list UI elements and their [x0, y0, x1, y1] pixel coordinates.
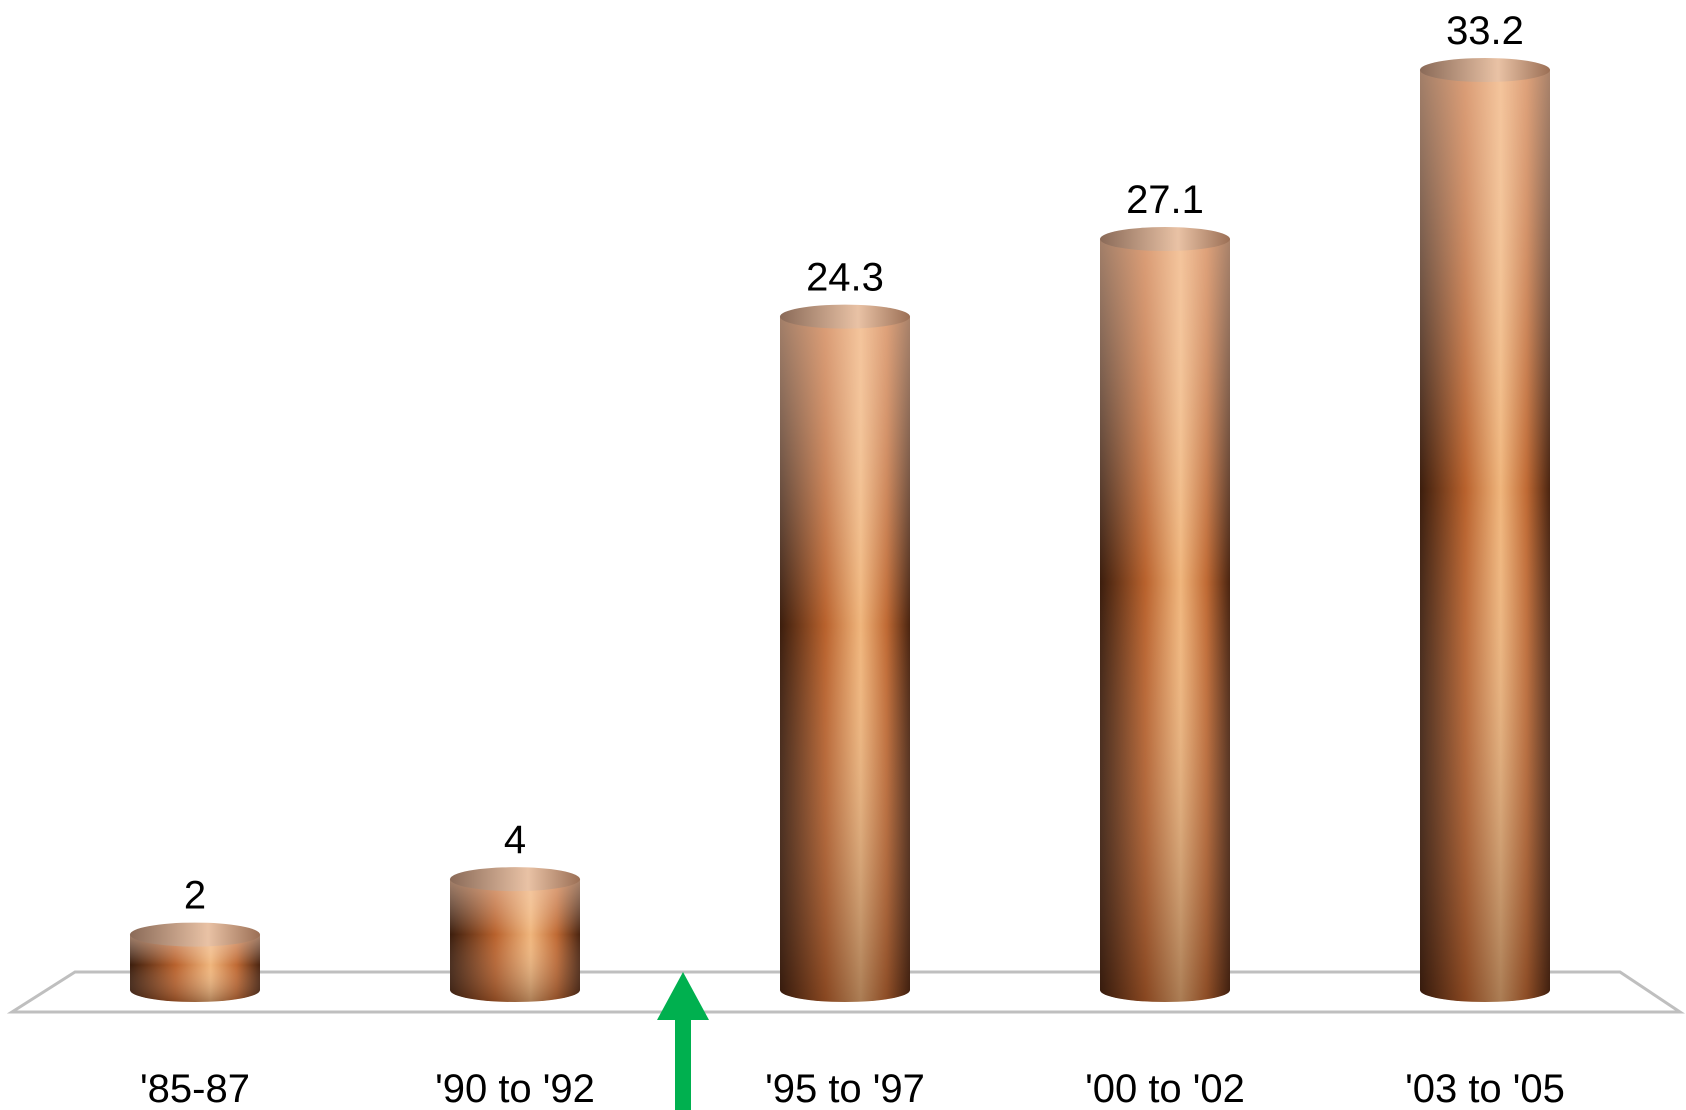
category-axis: '85-87 '90 to '92 '95 to '97 '00 to '02 '03 … [140, 1067, 1565, 1110]
bars-group [130, 58, 1550, 1003]
data-label: 27.1 [1126, 178, 1204, 222]
bar [130, 922, 260, 1002]
up-arrow-icon [657, 972, 709, 1110]
bar-shading [450, 879, 580, 1002]
category-label: '95 to '97 [765, 1067, 925, 1110]
data-label: 4 [504, 818, 526, 862]
bar [1420, 58, 1550, 1002]
bar-shading [130, 934, 260, 1002]
category-label: '85-87 [140, 1067, 250, 1110]
data-label: 33.2 [1446, 9, 1524, 53]
bar-top [130, 922, 260, 947]
data-labels-group: 2 4 24.3 27.1 33.2 [184, 9, 1524, 918]
bar-shading [780, 316, 910, 1003]
arrow-head [657, 972, 709, 1020]
arrow-shaft [675, 1010, 691, 1110]
bar-shading [1100, 239, 1230, 1003]
bar [780, 304, 910, 1003]
annotations-group [657, 972, 709, 1110]
bar-top [1420, 58, 1550, 82]
category-label: '90 to '92 [435, 1067, 595, 1110]
bar-top [450, 867, 580, 892]
data-label: 24.3 [806, 256, 884, 300]
bar [1100, 227, 1230, 1003]
category-label: '03 to '05 [1405, 1067, 1565, 1110]
bar-shading [1420, 70, 1550, 1002]
data-label: 2 [184, 874, 206, 918]
bar-top [1100, 227, 1230, 252]
category-label: '00 to '02 [1085, 1067, 1245, 1110]
bar-top [780, 304, 910, 329]
bar [450, 867, 580, 1002]
